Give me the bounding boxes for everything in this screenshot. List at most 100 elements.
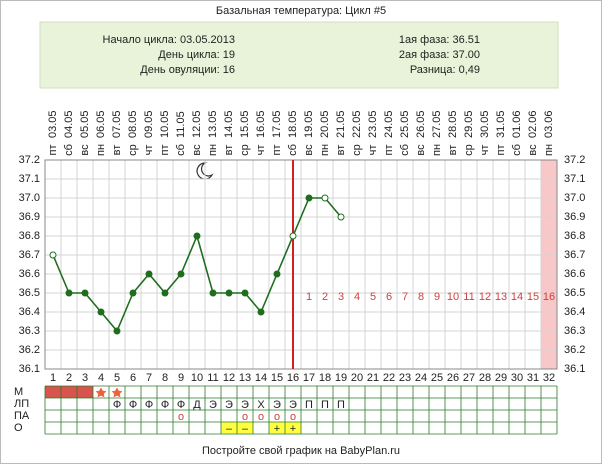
y-tick-label: 37.1 [19, 173, 40, 185]
x-tick-label: 8 [162, 372, 168, 384]
weekday-label: вс [79, 144, 91, 156]
weekday-label: пн [95, 144, 107, 156]
temp-point [129, 289, 137, 297]
date-label: 20.05 [319, 110, 331, 138]
y-tick-label: 37.0 [19, 192, 40, 204]
x-tick-label: 12 [223, 372, 235, 384]
row-label: М [14, 386, 23, 398]
info-left: Начало цикла: 03.05.2013 [103, 34, 235, 46]
row-cell: Ф [145, 399, 153, 411]
info-box [39, 21, 559, 89]
x-tick-label: 20 [351, 372, 363, 384]
y-tick-label-right: 36.5 [564, 287, 585, 299]
temp-point [193, 232, 201, 240]
row-cell: Ф [113, 399, 121, 411]
cycle-end-column [541, 160, 557, 369]
x-tick-label: 18 [319, 372, 331, 384]
x-tick-label: 21 [367, 372, 379, 384]
temp-point [161, 289, 169, 297]
temp-point [49, 251, 57, 259]
weekday-label: вт [447, 145, 459, 156]
date-label: 26.05 [415, 110, 427, 138]
row-cell: о [290, 411, 296, 423]
row-cell: Э [241, 399, 249, 411]
luteal-day: 13 [495, 291, 507, 303]
weekday-label: пн [431, 144, 443, 156]
date-label: 30.05 [479, 110, 491, 138]
row-cell: Э [225, 399, 233, 411]
y-tick-label: 36.4 [19, 306, 40, 318]
weekday-label: вс [191, 144, 203, 156]
row-cell: – [226, 423, 233, 435]
date-label: 04.05 [63, 110, 75, 138]
weekday-label: сб [63, 144, 75, 156]
temp-point [305, 194, 313, 202]
x-tick-label: 31 [527, 372, 539, 384]
row-cell: Д [193, 399, 201, 411]
weekday-label: вт [335, 145, 347, 156]
x-tick-label: 22 [383, 372, 395, 384]
date-label: 11.05 [175, 111, 187, 138]
test-cell [269, 422, 285, 434]
luteal-day: 1 [306, 291, 312, 303]
info-right: Разница: 0,49 [410, 64, 480, 76]
y-tick-label: 36.2 [19, 344, 40, 356]
y-tick-label: 36.8 [19, 230, 40, 242]
date-label: 02.06 [527, 110, 539, 138]
temp-point [321, 194, 329, 202]
weekday-label: вс [527, 144, 539, 156]
date-label: 14.05 [223, 110, 235, 138]
row-cell: П [321, 399, 329, 411]
x-tick-label: 29 [495, 372, 507, 384]
weekday-label: пт [495, 145, 507, 156]
temp-point [113, 327, 121, 335]
luteal-day: 6 [386, 291, 392, 303]
row-cell: Ф [129, 399, 137, 411]
weekday-label: пн [319, 144, 331, 156]
x-tick-label: 30 [511, 372, 523, 384]
star [111, 387, 123, 398]
weekday-label: чт [367, 145, 379, 156]
y-tick-label-right: 36.9 [564, 211, 585, 223]
row-cell: + [290, 423, 296, 435]
date-label: 27.05 [431, 110, 443, 138]
weekday-label: пн [543, 144, 555, 156]
date-label: 21.05 [335, 110, 347, 138]
date-label: 13.05 [207, 110, 219, 138]
x-tick-label: 7 [146, 372, 152, 384]
date-label: 16.05 [255, 110, 267, 138]
y-tick-label-right: 36.8 [564, 230, 585, 242]
row-cell: Ф [177, 399, 185, 411]
x-tick-label: 4 [98, 372, 104, 384]
weekday-label: сб [511, 144, 523, 156]
luteal-day: 11 [463, 291, 474, 303]
period-cell [45, 386, 61, 398]
weekday-label: сб [175, 144, 187, 156]
plot-border [44, 159, 558, 370]
date-label: 07.05 [111, 110, 123, 138]
date-label: 09.05 [143, 110, 155, 138]
test-cell [221, 422, 237, 434]
weekday-label: чт [255, 145, 267, 156]
luteal-day: 8 [418, 291, 424, 303]
y-tick-label-right: 36.7 [564, 249, 585, 261]
luteal-day: 16 [543, 291, 555, 303]
temp-point [289, 232, 297, 240]
row-label: ЛП [14, 398, 29, 410]
y-tick-label-right: 36.3 [564, 325, 585, 337]
date-label: 03.05 [47, 110, 59, 138]
x-tick-label: 3 [82, 372, 88, 384]
date-label: 29.05 [463, 110, 475, 138]
x-tick-label: 9 [178, 372, 184, 384]
date-label: 18.05 [287, 110, 299, 138]
luteal-day: 4 [354, 291, 360, 303]
date-label: 10.05 [159, 110, 171, 138]
star [95, 387, 107, 398]
luteal-day: 15 [527, 291, 539, 303]
weekday-label: вс [415, 144, 427, 156]
weekday-label: чт [143, 145, 155, 156]
info-right: 2ая фаза: 37.00 [399, 49, 480, 61]
row-cell: П [337, 399, 345, 411]
y-tick-label: 36.1 [19, 363, 40, 375]
